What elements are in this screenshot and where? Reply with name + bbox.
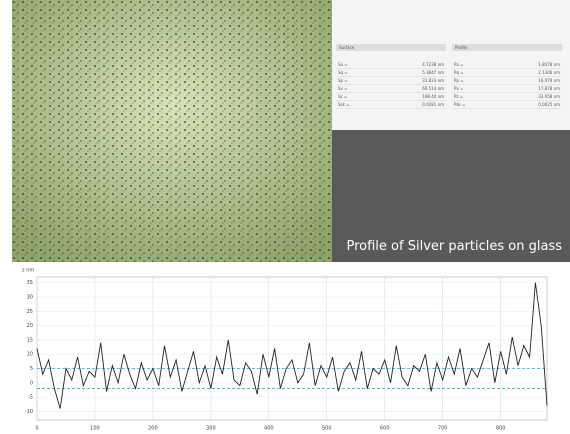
profile-column: Profile Pa = 1.8478 nm Pq = 2.1306 nm Pp = 16… [452,44,562,109]
param-row: Sa = 4.7238 nm [336,61,446,69]
param-row: Ssk = 0.0281 nm [336,101,446,109]
param-row: Sp = 31.833 nm [336,77,446,85]
param-label: Sp = [338,78,348,83]
x-tick-label: 600 [380,426,390,432]
param-row: Pv = 17.878 nm [452,85,562,93]
param-label: Sv = [338,86,348,91]
param-row: Pz = 33.958 nm [452,93,562,101]
param-value: 2.1306 nm [538,70,560,75]
param-value: 5.3847 nm [422,70,444,75]
x-tick-label: 100 [90,426,100,432]
param-value: 31.833 nm [422,78,444,83]
y-tick-label: 15 [27,337,33,343]
param-value: 16.079 nm [538,78,560,83]
plot-area [37,277,547,420]
param-label: Sz = [338,94,347,99]
y-tick-label: 25 [27,309,33,315]
param-label: Sa = [338,62,348,67]
column-header: Surface [336,44,446,51]
param-value: 69.514 nm [422,86,444,91]
y-tick-label: 35 [27,280,33,286]
param-label: Pv = [454,86,463,91]
y-tick-label: -10 [25,409,33,415]
param-label: Psk = [454,102,465,107]
param-value: 0.0281 nm [422,102,444,107]
x-tick-label: 0 [35,426,38,432]
profile-chart: z nm 35 30 25 20 15 10 5 0 -5 -10 0 100 200 300 400 500… [0,265,570,434]
y-tick-label: 10 [27,352,33,358]
param-label: Pp = [454,78,464,83]
x-tick-label: 300 [206,426,216,432]
x-tick-label: 700 [438,426,448,432]
caption-area: Profile of Silver particles on glass [332,130,570,262]
param-row: Pq = 2.1306 nm [452,69,562,77]
param-label: Ssk = [338,102,350,107]
param-label: Pa = [454,62,463,67]
param-row: Sq = 5.3847 nm [336,69,446,77]
param-row: Pp = 16.079 nm [452,77,562,85]
y-tick-label: 0 [30,380,33,386]
afm-image [12,0,332,262]
screenshot: Surface Sa = 4.7238 nm Sq = 5.3847 nm Sp = 31… [0,0,570,434]
param-label: Sq = [338,70,348,75]
parameter-panel: Surface Sa = 4.7238 nm Sq = 5.3847 nm Sp = 31… [332,0,570,130]
y-tick-label: 30 [27,295,33,301]
x-tick-label: 200 [148,426,158,432]
param-value: 1.8478 nm [538,62,560,67]
param-row: Psk = 0.0025 nm [452,101,562,109]
caption: Profile of Silver particles on glass [347,239,563,254]
param-row: Sz = 198.44 nm [336,93,446,101]
y-tick-label: -5 [28,395,33,401]
param-value: 0.0025 nm [538,102,560,107]
column-header: Profile [452,44,562,51]
x-tick-label: 400 [264,426,274,432]
param-value: 17.878 nm [538,86,560,91]
param-value: 33.958 nm [538,94,560,99]
y-tick-label: 5 [30,366,33,372]
x-tick-label: 800 [496,426,506,432]
param-row: Sv = 69.514 nm [336,85,446,93]
x-tick-label: 500 [322,426,332,432]
param-label: Pz = [454,94,463,99]
param-value: 198.44 nm [422,94,444,99]
param-value: 4.7238 nm [422,62,444,67]
param-label: Pq = [454,70,464,75]
y-tick-label: 20 [27,323,33,329]
surface-column: Surface Sa = 4.7238 nm Sq = 5.3847 nm Sp = 31… [336,44,446,109]
param-row: Pa = 1.8478 nm [452,61,562,69]
y-axis-label: z nm [22,268,34,274]
